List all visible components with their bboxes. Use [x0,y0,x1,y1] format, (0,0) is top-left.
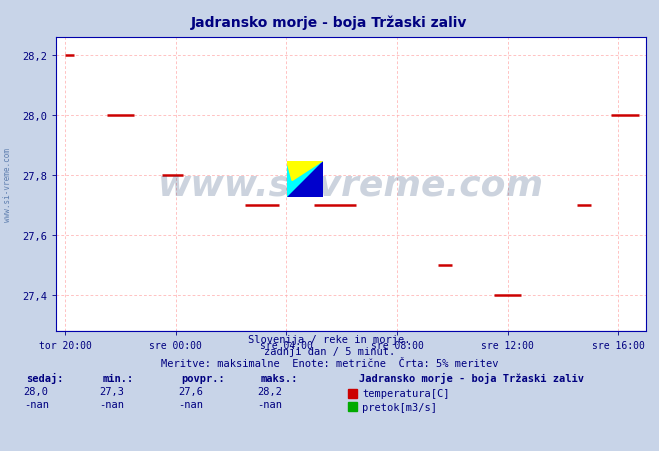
Text: Meritve: maksimalne  Enote: metrične  Črta: 5% meritev: Meritve: maksimalne Enote: metrične Črta… [161,358,498,368]
Text: -nan: -nan [179,399,204,409]
Text: pretok[m3/s]: pretok[m3/s] [362,402,438,412]
Polygon shape [287,161,323,181]
Text: 28,2: 28,2 [258,387,283,396]
Text: www.si-vreme.com: www.si-vreme.com [158,168,544,202]
Text: Jadransko morje - boja Tržaski zaliv: Jadransko morje - boja Tržaski zaliv [359,372,584,383]
Text: sedaj:: sedaj: [26,372,64,383]
Text: min.:: min.: [102,373,133,383]
Text: -nan: -nan [100,399,125,409]
Text: 27,3: 27,3 [100,387,125,396]
Text: Slovenija / reke in morje.: Slovenija / reke in morje. [248,335,411,345]
Text: maks.:: maks.: [260,373,298,383]
Polygon shape [287,161,323,198]
Text: www.si-vreme.com: www.si-vreme.com [3,148,13,222]
Text: temperatura[C]: temperatura[C] [362,388,450,398]
Text: zadnji dan / 5 minut.: zadnji dan / 5 minut. [264,346,395,356]
Text: 27,6: 27,6 [179,387,204,396]
Text: 28,0: 28,0 [24,387,49,396]
Text: povpr.:: povpr.: [181,373,225,383]
Text: Jadransko morje - boja Tržaski zaliv: Jadransko morje - boja Tržaski zaliv [191,16,468,30]
Text: -nan: -nan [258,399,283,409]
Text: -nan: -nan [24,399,49,409]
